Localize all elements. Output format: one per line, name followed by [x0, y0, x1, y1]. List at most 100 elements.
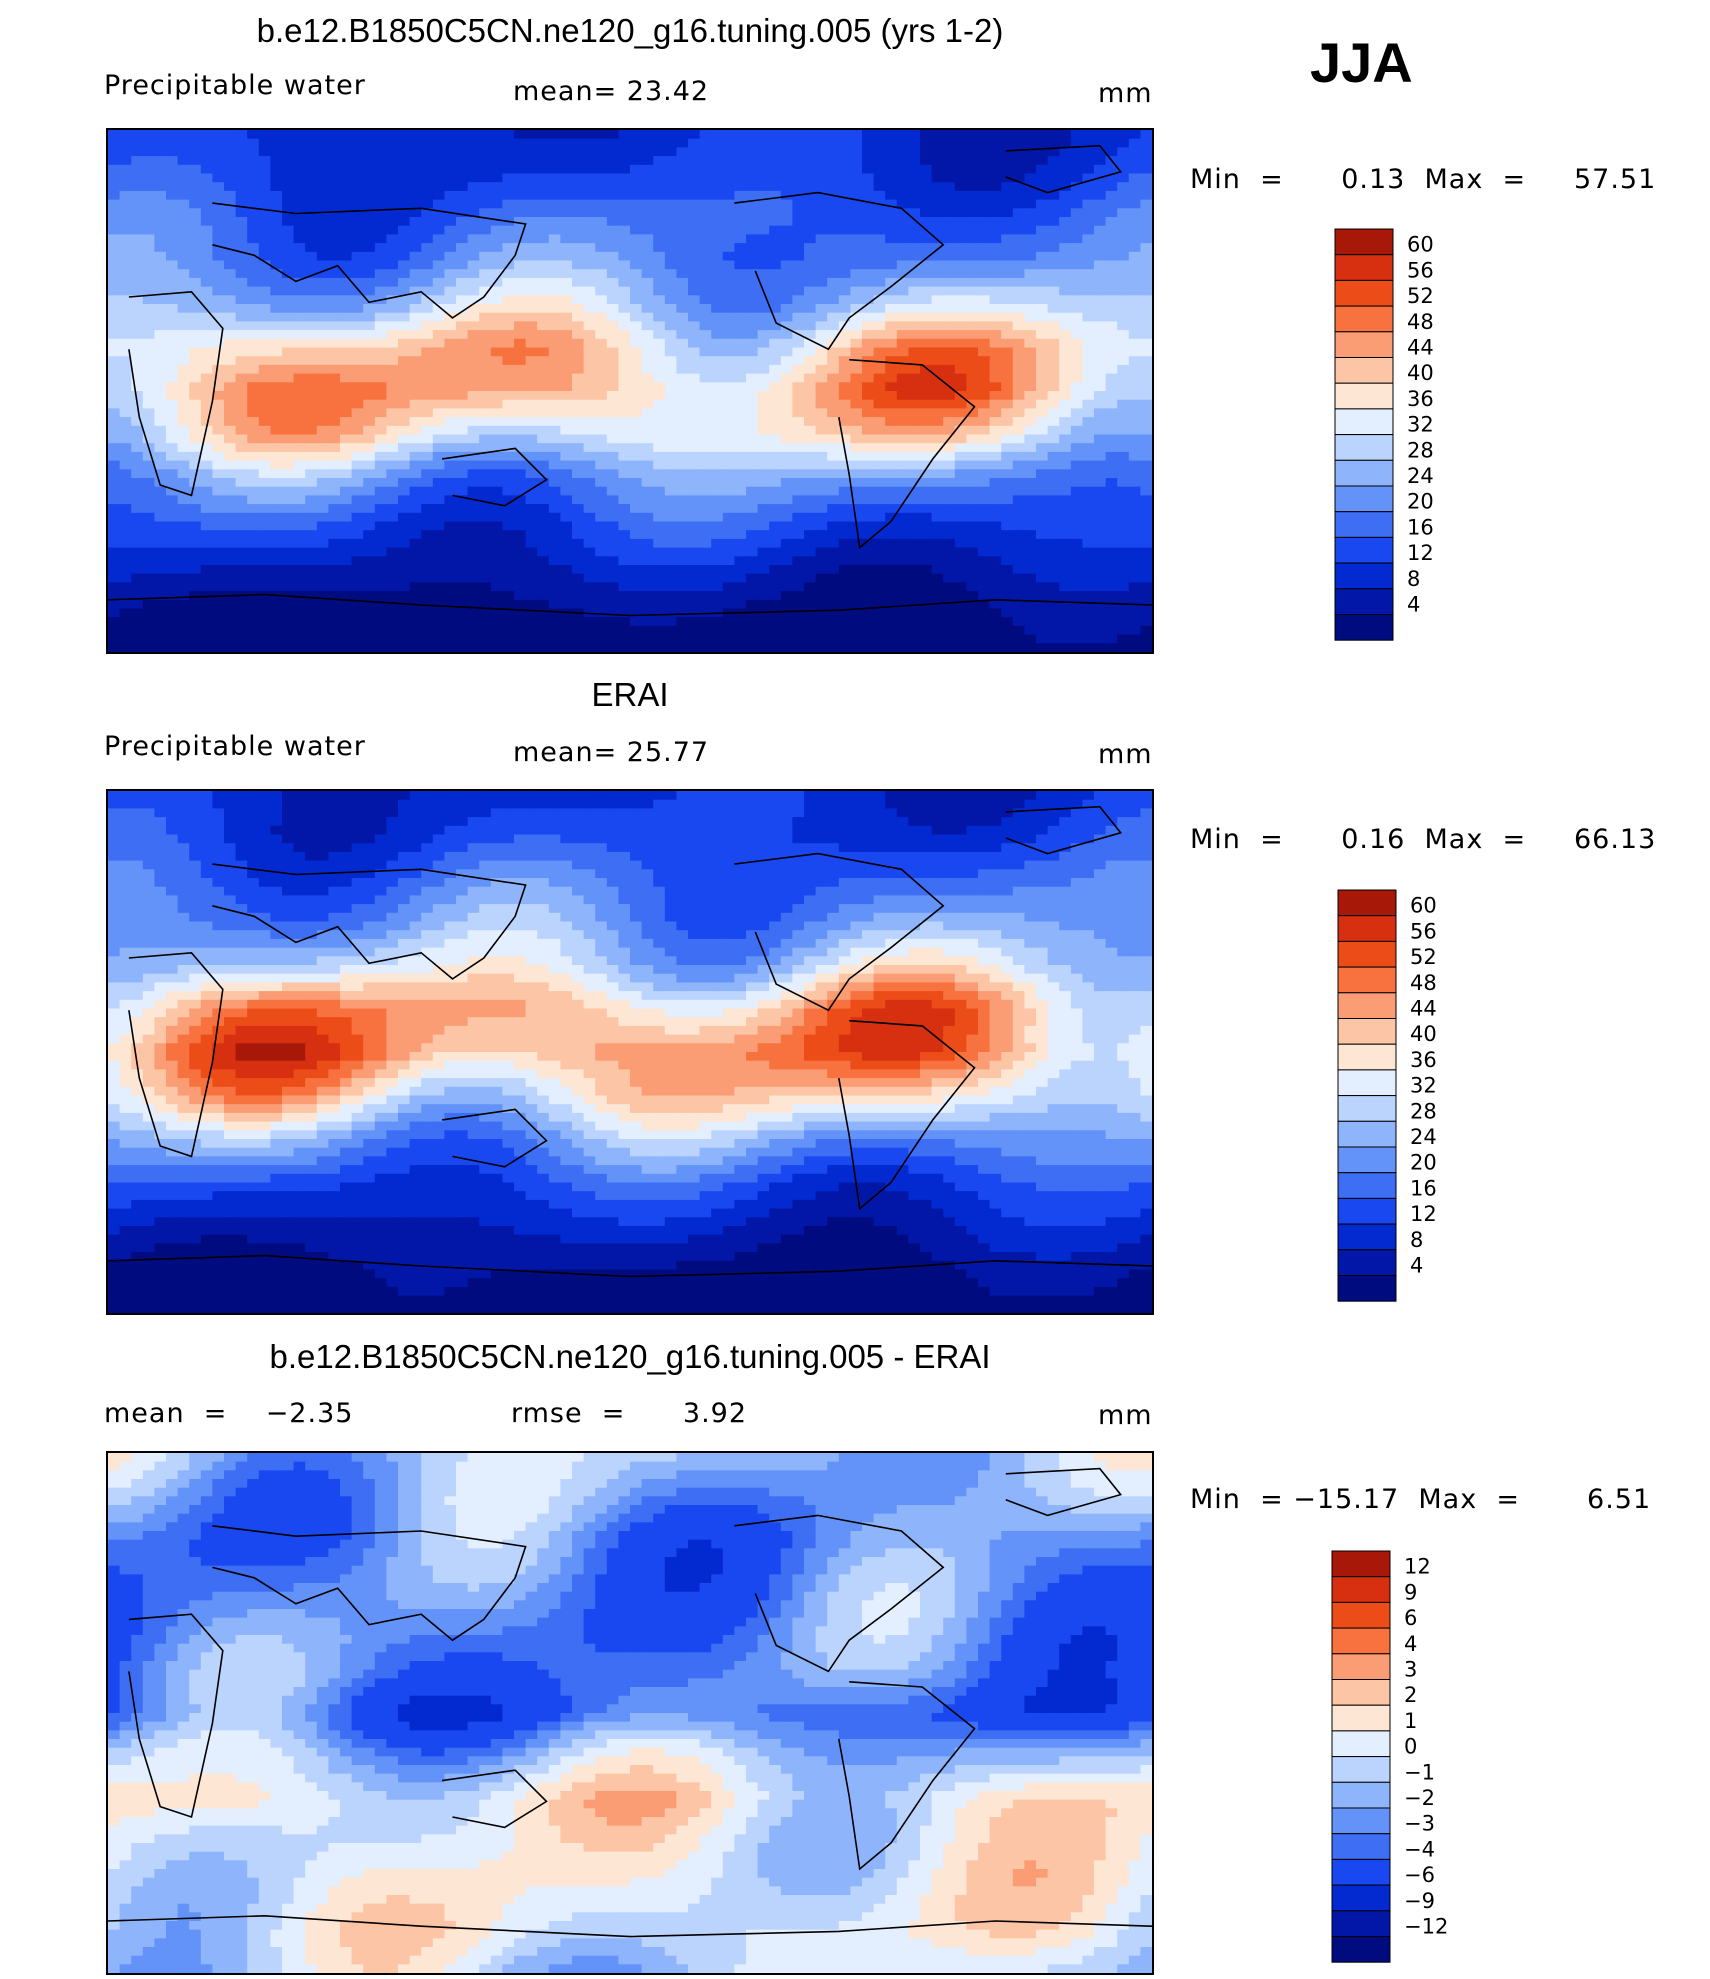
heat-cell: [966, 304, 979, 314]
heat-cell: [978, 373, 991, 383]
heat-cell: [1140, 199, 1152, 209]
heat-cell: [1082, 199, 1095, 209]
heat-cell: [885, 573, 898, 583]
heat-cell: [212, 164, 225, 175]
heat-cell: [386, 295, 399, 305]
heat-cell: [885, 391, 898, 401]
heat-cell: [1070, 286, 1083, 296]
heat-cell: [212, 295, 225, 305]
heat-cell: [630, 521, 643, 531]
heat-cell: [664, 556, 677, 566]
heat-cell: [920, 373, 933, 383]
heat-cell: [1059, 443, 1072, 453]
heat-cell: [641, 338, 654, 349]
heat-cell: [1140, 373, 1152, 383]
heat-cell: [1117, 225, 1130, 235]
heat-cell: [641, 260, 654, 270]
heat-cell: [873, 217, 886, 227]
heat-cell: [421, 591, 434, 601]
heat-cell: [270, 399, 283, 409]
heat-cell: [746, 538, 759, 549]
heat-cell: [862, 373, 875, 383]
heat-cell: [908, 182, 921, 192]
heat-cell: [212, 512, 225, 523]
heat-cell: [328, 173, 341, 183]
heat-cell: [630, 321, 643, 331]
heat-cell: [572, 451, 585, 462]
heat-cell: [119, 512, 132, 523]
heat-cell: [664, 243, 677, 253]
heat-cell: [548, 443, 561, 453]
heat-cell: [746, 425, 759, 436]
heat-cell: [966, 260, 979, 270]
heat-cell: [1105, 530, 1118, 540]
heat-cell: [258, 512, 271, 523]
heat-cell: [1082, 565, 1095, 575]
heat-cell: [746, 156, 759, 166]
heat-cell: [235, 225, 248, 235]
heat-cell: [247, 269, 260, 279]
heat-cell: [490, 277, 503, 288]
heat-cell: [1105, 338, 1118, 349]
heat-cell: [421, 356, 434, 366]
heat-cell: [1070, 434, 1083, 444]
heat-cell: [316, 512, 329, 523]
heat-cell: [769, 417, 782, 427]
heat-cell: [838, 599, 851, 610]
heat-cell: [502, 138, 515, 148]
heat-cell: [676, 304, 689, 314]
heat-cell: [177, 295, 190, 305]
heat-cell: [108, 530, 121, 540]
heat-cell: [235, 138, 248, 148]
heat-cell: [258, 321, 271, 331]
heat-cell: [746, 451, 759, 462]
heat-cell: [873, 234, 886, 244]
heat-cell: [444, 608, 457, 618]
heat-cell: [1001, 495, 1014, 505]
heat-cell: [235, 277, 248, 288]
heat-cell: [734, 565, 747, 575]
heat-cell: [1105, 286, 1118, 296]
heat-cell: [722, 486, 735, 496]
heat-cell: [212, 364, 225, 375]
heat-cell: [1001, 277, 1014, 288]
heat-cell: [780, 573, 793, 583]
heat-cell: [664, 199, 677, 209]
heat-cell: [641, 495, 654, 505]
heat-cell: [282, 130, 295, 140]
heat-cell: [1036, 399, 1049, 409]
heat-cell: [305, 347, 318, 357]
heat-cell: [154, 573, 167, 583]
heat-cell: [595, 451, 608, 462]
heat-cell: [966, 312, 979, 322]
heat-cell: [560, 391, 573, 401]
heat-cell: [119, 286, 132, 296]
heat-cell: [1012, 469, 1025, 479]
heat-cell: [189, 373, 202, 383]
heat-cell: [189, 565, 202, 575]
heat-cell: [908, 304, 921, 314]
heat-cell: [838, 304, 851, 314]
heat-cell: [1128, 434, 1141, 444]
heat-cell: [374, 373, 387, 383]
heat-cell: [1105, 243, 1118, 253]
heat-cell: [432, 591, 445, 601]
heat-cell: [966, 382, 979, 392]
heat-cell: [224, 338, 237, 349]
heat-cell: [780, 469, 793, 479]
heat-cell: [479, 451, 492, 462]
heat-cell: [1070, 547, 1083, 557]
heat-cell: [572, 130, 585, 140]
heat-cell: [514, 286, 527, 296]
heat-cell: [1059, 451, 1072, 462]
heat-cell: [119, 173, 132, 183]
heat-cell: [131, 199, 144, 209]
heat-cell: [630, 565, 643, 575]
heat-cell: [827, 312, 840, 322]
heat-cell: [1128, 391, 1141, 401]
heat-cell: [722, 408, 735, 418]
heat-cell: [943, 408, 956, 418]
heat-cell: [502, 130, 515, 140]
heat-cell: [1070, 156, 1083, 166]
heat-cell: [166, 556, 179, 566]
